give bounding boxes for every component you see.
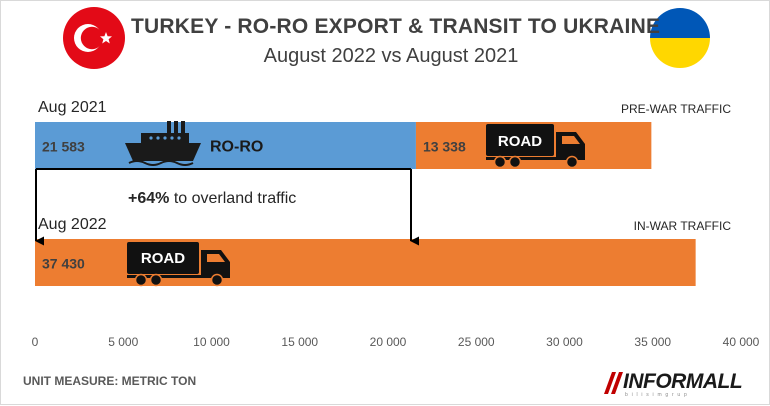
logo-text: INFORMALL xyxy=(623,370,743,393)
logo-mark-icon xyxy=(604,372,623,394)
truck-road-label: ROAD xyxy=(498,133,542,150)
x-tick-label: 40 000 xyxy=(723,335,760,349)
truck-icon: ROAD xyxy=(127,242,230,287)
data-label: 37 430 xyxy=(42,256,85,272)
series-label-roro: RO-RO xyxy=(210,139,263,156)
turkey-flag-icon xyxy=(63,7,125,69)
ship-icon xyxy=(125,121,201,166)
increase-value: +64% xyxy=(128,190,170,207)
x-tick-label: 20 000 xyxy=(370,335,407,349)
x-tick-label: 25 000 xyxy=(458,335,495,349)
x-tick-label: 30 000 xyxy=(546,335,583,349)
row-label-aug-2022: Aug 2022 xyxy=(38,216,107,233)
x-tick-label: 35 000 xyxy=(634,335,671,349)
prewar-traffic-label: PRE-WAR TRAFFIC xyxy=(621,102,731,116)
informall-logo: INFORMALL b i l i s i m g r u p xyxy=(601,368,761,400)
unit-measure-note: UNIT MEASURE: METRIC TON xyxy=(23,374,197,388)
increase-text: to overland traffic xyxy=(169,190,297,207)
x-tick-label: 15 000 xyxy=(281,335,318,349)
data-label: 21 583 xyxy=(42,139,85,155)
x-tick-label: 0 xyxy=(32,335,39,349)
chart-subtitle: August 2022 vs August 2021 xyxy=(263,45,519,67)
row-label-aug-2021: Aug 2021 xyxy=(38,99,107,116)
x-tick-label: 5 000 xyxy=(108,335,138,349)
bar-ro-ro-1 xyxy=(35,122,416,169)
data-label: 13 338 xyxy=(423,139,466,155)
inwar-traffic-label: IN-WAR TRAFFIC xyxy=(633,219,731,233)
logo-subtext: b i l i s i m g r u p xyxy=(625,392,688,398)
increase-annotation: +64% to overland traffic xyxy=(128,190,296,208)
truck-road-label: ROAD xyxy=(141,250,185,267)
x-tick-label: 10 000 xyxy=(193,335,230,349)
chart-title: TURKEY - RO-RO EXPORT & TRANSIT TO UKRAI… xyxy=(131,15,661,38)
truck-icon: ROAD xyxy=(486,124,585,169)
ukraine-flag-icon xyxy=(650,8,710,68)
